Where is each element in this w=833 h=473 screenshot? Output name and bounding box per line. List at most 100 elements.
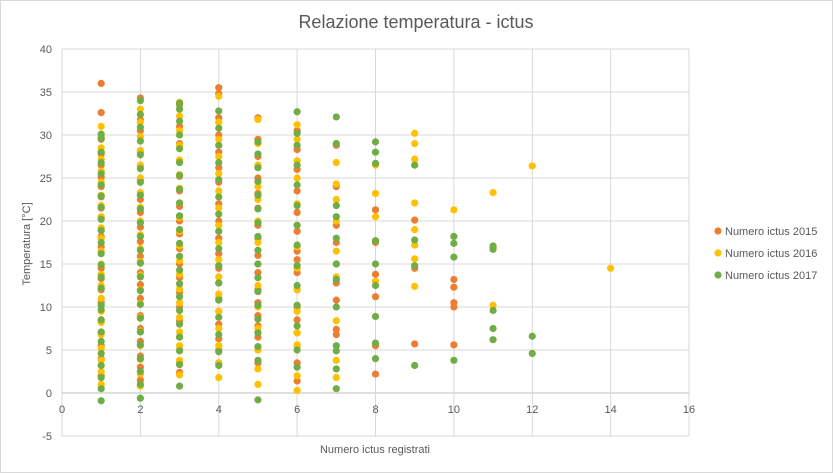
data-point	[293, 363, 301, 371]
y-tick-label: 15	[40, 259, 52, 271]
data-point	[332, 385, 340, 393]
data-point	[97, 238, 105, 247]
data-point	[97, 373, 105, 382]
data-point	[371, 138, 380, 146]
data-point	[136, 219, 144, 227]
data-point	[254, 177, 262, 186]
data-point	[215, 244, 223, 253]
x-tick-label: 2	[137, 404, 143, 416]
data-point	[254, 251, 262, 259]
data-point	[332, 247, 340, 255]
data-point	[136, 118, 144, 126]
data-point	[97, 148, 105, 156]
data-point	[175, 371, 184, 379]
data-point	[332, 330, 340, 339]
data-point	[371, 270, 380, 278]
data-point	[175, 117, 184, 125]
data-point	[175, 328, 184, 336]
x-axis-title: Numero ictus registrati	[320, 444, 430, 456]
data-point	[254, 287, 262, 296]
data-point	[136, 105, 144, 113]
data-point	[332, 365, 340, 373]
data-point	[332, 234, 340, 242]
data-point	[607, 264, 615, 272]
data-point	[175, 306, 184, 315]
data-point	[175, 280, 184, 288]
series-2	[97, 92, 615, 395]
data-point	[175, 361, 184, 369]
data-point	[136, 341, 144, 349]
data-point	[254, 342, 262, 351]
data-point	[97, 109, 105, 117]
data-point	[293, 187, 301, 195]
data-point	[332, 201, 340, 210]
data-point	[450, 303, 458, 311]
data-point	[175, 185, 184, 193]
data-point	[136, 314, 144, 322]
data-point	[215, 238, 223, 247]
data-point	[97, 134, 105, 143]
legend-label: Numero ictus 2015	[725, 226, 817, 238]
data-point	[528, 332, 536, 340]
data-point	[254, 150, 262, 158]
data-point	[332, 260, 340, 268]
data-point	[215, 176, 223, 184]
data-point	[293, 121, 301, 129]
data-point	[293, 129, 301, 137]
data-point	[489, 306, 497, 315]
data-point	[136, 151, 144, 159]
data-point	[450, 239, 458, 247]
x-tick-label: 8	[372, 404, 378, 416]
data-point	[254, 246, 262, 254]
data-point	[293, 181, 301, 189]
data-points	[97, 79, 615, 405]
data-point	[332, 347, 340, 355]
y-tick-label: 35	[40, 87, 52, 99]
data-point	[136, 205, 144, 213]
data-point	[489, 324, 497, 333]
data-point	[489, 301, 497, 309]
data-point	[293, 341, 301, 349]
data-point	[215, 152, 223, 161]
data-point	[97, 122, 105, 130]
data-point	[293, 227, 301, 235]
data-point	[411, 199, 419, 207]
data-point	[215, 361, 223, 370]
data-point	[293, 201, 301, 210]
x-tick-label: 6	[294, 404, 300, 416]
data-point	[215, 187, 223, 195]
data-point	[371, 339, 380, 347]
data-point	[293, 301, 301, 309]
data-point	[136, 259, 144, 267]
data-point	[215, 135, 223, 143]
data-point	[254, 205, 262, 213]
data-point	[175, 293, 184, 301]
legend-marker	[714, 249, 722, 257]
data-point	[371, 293, 380, 301]
data-point	[136, 191, 144, 199]
data-point	[450, 275, 458, 284]
x-tick-label: 10	[448, 404, 460, 416]
data-point	[371, 260, 380, 268]
data-point	[175, 285, 184, 293]
data-point	[254, 219, 262, 227]
data-point	[411, 216, 419, 224]
data-point	[254, 260, 262, 268]
data-point	[293, 386, 301, 395]
data-point	[97, 284, 105, 292]
data-point	[97, 367, 105, 376]
data-point	[175, 171, 184, 180]
data-point	[97, 305, 105, 314]
data-point	[175, 145, 184, 153]
data-point	[489, 336, 497, 344]
data-point	[97, 294, 105, 302]
data-point	[215, 342, 223, 350]
data-point	[97, 316, 105, 324]
data-point	[411, 236, 419, 244]
data-point	[136, 137, 144, 145]
data-point	[175, 252, 184, 260]
data-point	[175, 99, 184, 107]
data-point	[293, 135, 301, 143]
data-point	[293, 346, 301, 354]
data-point	[254, 115, 262, 124]
